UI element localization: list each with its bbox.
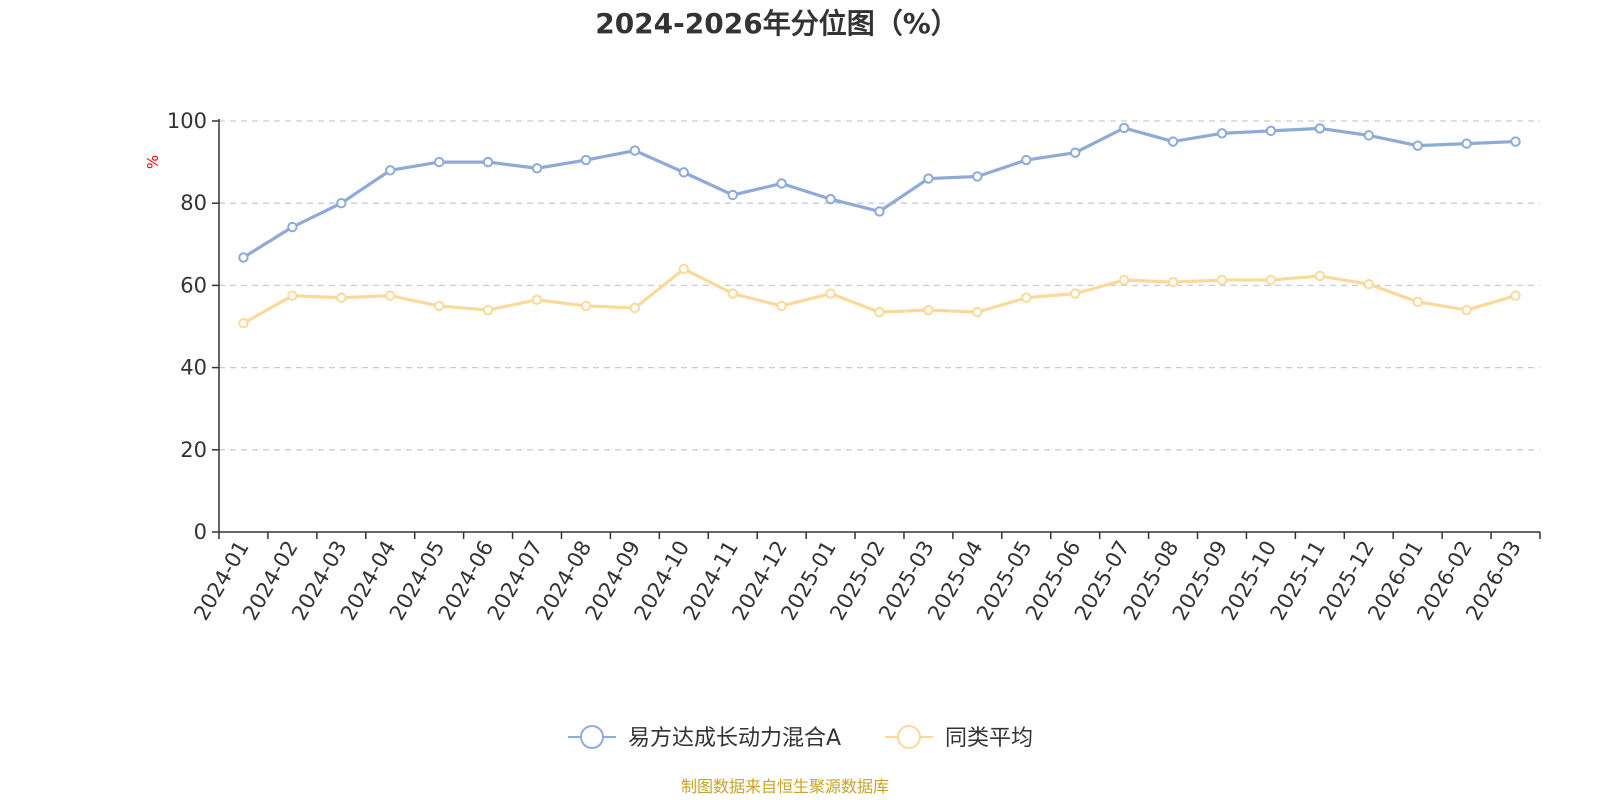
data-point	[580, 300, 592, 312]
data-point	[287, 290, 298, 301]
y-tick-label: 60	[180, 273, 207, 297]
grid-lines	[219, 120, 1540, 451]
y-tick-label: 80	[180, 191, 207, 215]
y-tick-label: 20	[180, 438, 207, 462]
data-point	[1021, 292, 1032, 303]
legend[interactable]: 易方达成长动力混合A 同类平均	[568, 725, 1033, 751]
data-point	[1510, 290, 1521, 301]
chart-title: 2024-2026年分位图（%）	[595, 7, 959, 40]
data-point	[727, 288, 738, 299]
data-point	[1314, 270, 1326, 282]
axes: 0204060801002024-012024-022024-032024-04…	[167, 109, 1541, 624]
data-point	[874, 206, 885, 217]
series-lines	[238, 122, 1521, 329]
data-point	[825, 193, 836, 205]
data-point	[482, 156, 494, 168]
data-point	[1167, 136, 1179, 147]
y-axis-label: %	[144, 155, 162, 169]
data-point	[1118, 274, 1130, 286]
data-point	[1216, 274, 1228, 286]
data-point	[629, 302, 641, 314]
data-point	[238, 252, 249, 263]
data-point	[1216, 128, 1228, 139]
y-tick-label: 40	[180, 356, 207, 380]
y-tick-label: 100	[167, 109, 207, 133]
legend-item-0[interactable]: 易方达成长动力混合A	[568, 725, 841, 751]
data-point	[531, 163, 543, 174]
data-point	[482, 304, 494, 316]
y-tick-label: 0	[194, 520, 207, 544]
legend-marker	[897, 725, 921, 749]
legend-label: 易方达成长动力混合A	[628, 726, 841, 751]
data-point	[923, 173, 934, 184]
data-point	[678, 167, 689, 178]
data-point	[776, 300, 787, 312]
data-point	[238, 318, 249, 329]
data-point	[1070, 147, 1081, 158]
data-point	[385, 290, 396, 301]
data-point	[1265, 274, 1277, 286]
data-point	[629, 145, 641, 156]
data-point	[385, 165, 396, 176]
data-source-note: 制图数据来自恒生聚源数据库	[681, 777, 889, 796]
data-point	[1118, 122, 1130, 134]
data-point	[1412, 140, 1423, 151]
legend-marker	[580, 725, 604, 749]
data-point	[1461, 138, 1472, 149]
data-point	[1461, 304, 1472, 316]
legend-item-1[interactable]: 同类平均	[885, 725, 1033, 751]
data-point	[923, 304, 934, 316]
data-point	[972, 171, 983, 182]
legend-label: 同类平均	[945, 726, 1033, 751]
data-point	[972, 306, 983, 318]
data-point	[336, 198, 347, 209]
data-point	[874, 306, 885, 318]
data-point	[1412, 296, 1423, 308]
data-point	[433, 300, 445, 312]
data-point	[1070, 288, 1081, 299]
data-point	[1167, 276, 1179, 288]
data-point	[776, 178, 787, 189]
data-point	[336, 292, 347, 303]
data-point	[727, 189, 738, 201]
data-point	[1265, 125, 1277, 137]
data-point	[1021, 154, 1032, 166]
data-point	[1363, 278, 1374, 290]
data-point	[1510, 136, 1521, 147]
data-point	[580, 154, 592, 166]
series-line-0	[242, 126, 1516, 259]
data-point	[825, 288, 836, 299]
data-point	[1314, 123, 1326, 134]
data-point	[287, 221, 298, 233]
data-point	[531, 294, 543, 305]
data-point	[433, 156, 445, 168]
data-point	[678, 263, 689, 275]
data-point	[1363, 130, 1374, 141]
